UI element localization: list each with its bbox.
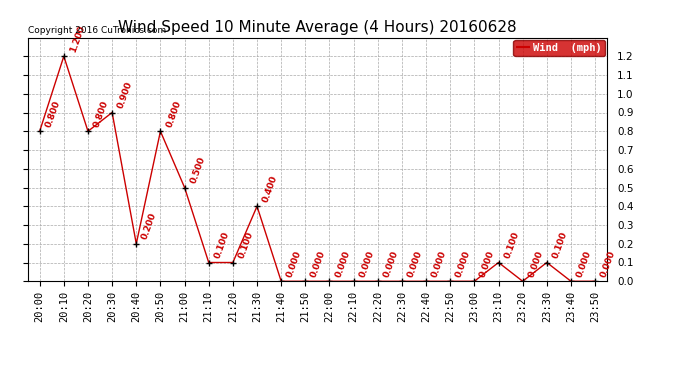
- Text: 0.000: 0.000: [310, 249, 328, 279]
- Text: 0.000: 0.000: [286, 249, 304, 279]
- Text: 0.800: 0.800: [165, 99, 183, 129]
- Text: 0.000: 0.000: [334, 249, 352, 279]
- Text: 0.000: 0.000: [600, 249, 618, 279]
- Text: Copyright 2016 CuTronics.com: Copyright 2016 CuTronics.com: [28, 26, 166, 35]
- Text: 0.100: 0.100: [551, 230, 569, 260]
- Text: 0.000: 0.000: [431, 249, 448, 279]
- Text: 0.000: 0.000: [382, 249, 400, 279]
- Text: 0.100: 0.100: [213, 230, 231, 260]
- Text: 0.800: 0.800: [92, 99, 110, 129]
- Text: 0.500: 0.500: [189, 155, 207, 185]
- Text: 0.000: 0.000: [527, 249, 545, 279]
- Text: 0.000: 0.000: [479, 249, 497, 279]
- Text: 0.800: 0.800: [44, 99, 62, 129]
- Text: 0.000: 0.000: [406, 249, 424, 279]
- Text: 0.000: 0.000: [575, 249, 593, 279]
- Text: 0.100: 0.100: [237, 230, 255, 260]
- Text: 1.200: 1.200: [68, 24, 86, 54]
- Text: 0.000: 0.000: [455, 249, 473, 279]
- Text: 0.400: 0.400: [262, 174, 279, 204]
- Title: Wind Speed 10 Minute Average (4 Hours) 20160628: Wind Speed 10 Minute Average (4 Hours) 2…: [118, 20, 517, 35]
- Text: 0.000: 0.000: [358, 249, 376, 279]
- Text: 0.900: 0.900: [117, 80, 135, 110]
- Text: 0.100: 0.100: [503, 230, 521, 260]
- Legend: Wind  (mph): Wind (mph): [513, 40, 605, 56]
- Text: 0.200: 0.200: [141, 211, 159, 241]
